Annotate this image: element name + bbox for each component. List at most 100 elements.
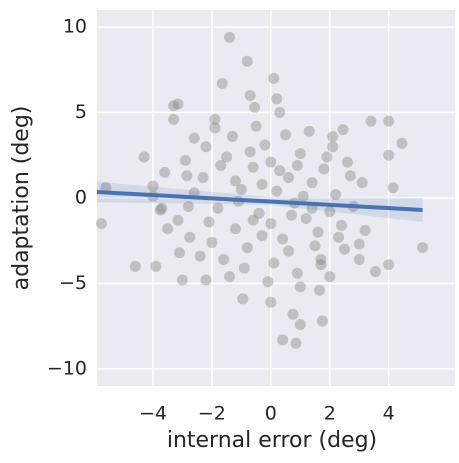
y-tick-label: −5 <box>59 272 87 294</box>
scatter-point <box>291 160 303 172</box>
scatter-point <box>179 154 191 166</box>
scatter-point <box>265 156 277 168</box>
scatter-point <box>159 166 171 178</box>
scatter-point <box>162 223 174 235</box>
scatter-point <box>291 267 303 279</box>
scatter-point <box>324 271 336 283</box>
scatter-point <box>176 274 188 286</box>
scatter-point <box>212 202 224 214</box>
scatter-point <box>285 209 297 221</box>
scatter-point <box>259 139 271 151</box>
scatter-point <box>172 214 184 226</box>
scatter-point <box>383 149 395 161</box>
scatter-point <box>229 175 241 187</box>
scatter-point <box>182 201 194 213</box>
x-tick-label: 0 <box>265 403 277 425</box>
scatter-point <box>265 218 277 230</box>
regression-line <box>96 190 423 212</box>
scatter-point <box>383 115 395 127</box>
scatter-point <box>147 180 159 192</box>
scatter-point <box>181 170 193 182</box>
scatter-point <box>95 218 107 230</box>
scatter-point <box>268 72 280 84</box>
x-tick-label: 4 <box>383 403 395 425</box>
scatter-point <box>244 146 256 158</box>
scatter-point <box>344 170 356 182</box>
scatter-point <box>271 93 283 105</box>
scatter-point <box>156 202 168 214</box>
scatter-point <box>369 265 381 277</box>
scatter-point <box>365 115 377 127</box>
x-tick-label: −2 <box>198 403 226 425</box>
scatter-point <box>309 240 321 252</box>
scatter-point <box>206 236 218 248</box>
scatter-point <box>294 281 306 293</box>
scatter-point <box>262 276 274 288</box>
scatter-point <box>168 113 180 125</box>
scatter-point <box>184 231 196 243</box>
y-tick-label: 5 <box>75 101 87 123</box>
scatter-point <box>336 219 348 231</box>
scatter-point <box>300 213 312 225</box>
scatter-point <box>353 254 365 266</box>
scatter-point <box>339 243 351 255</box>
scatter-point <box>229 223 241 235</box>
scatter-point <box>247 214 259 226</box>
scatter-point <box>238 262 250 274</box>
scatter-point <box>315 259 327 271</box>
scatter-point <box>294 148 306 160</box>
scatter-point <box>194 250 206 262</box>
scatter-point <box>168 100 180 112</box>
scatter-point <box>150 260 162 272</box>
scatter-point <box>200 141 212 153</box>
scatter-point <box>197 171 209 183</box>
scatter-point <box>237 293 249 305</box>
scatter-point <box>274 107 286 119</box>
scatter-point <box>341 156 353 168</box>
scatter-point <box>235 183 247 195</box>
scatter-point <box>294 318 306 330</box>
scatter-point <box>224 31 236 43</box>
scatter-point <box>417 242 429 254</box>
y-axis-label: adaptation (deg) <box>9 106 34 291</box>
scatter-point <box>216 77 228 89</box>
scatter-point <box>274 165 286 177</box>
y-tick-label: −10 <box>47 357 87 379</box>
scatter-point <box>277 233 289 245</box>
scatter-point <box>215 160 227 172</box>
scatter-point <box>333 231 345 243</box>
scatter-point <box>241 55 253 67</box>
scatter-point <box>327 141 339 153</box>
scatter-point <box>312 226 324 238</box>
scatter-point <box>383 259 395 271</box>
scatter-point <box>287 308 299 320</box>
scatter-point <box>203 216 215 228</box>
x-tick-label: −4 <box>139 403 167 425</box>
scatter-point <box>244 89 256 101</box>
scatter-point <box>188 132 200 144</box>
scatter-point <box>174 247 186 259</box>
scatter-point <box>221 151 233 163</box>
scatter-point <box>209 113 221 125</box>
scatter-point <box>200 274 212 286</box>
scatter-point <box>353 238 365 250</box>
scatter-point <box>327 130 339 142</box>
scatter-point <box>218 254 230 266</box>
scatter-point <box>256 230 268 242</box>
scatter-point <box>356 177 368 189</box>
scatter-point <box>224 271 236 283</box>
scatter-point <box>330 189 342 201</box>
scatter-point <box>277 334 289 346</box>
scatter-point <box>256 178 268 190</box>
scatter-point <box>387 182 399 194</box>
scatter-point <box>280 129 292 141</box>
scatter-point <box>306 177 318 189</box>
scatter-point <box>227 130 239 142</box>
scatter-point <box>172 98 184 110</box>
scatter-point <box>297 190 309 202</box>
scatter-point <box>337 124 349 136</box>
scatter-point <box>283 245 295 257</box>
scatter-point <box>290 337 302 349</box>
scatter-point <box>154 204 166 216</box>
